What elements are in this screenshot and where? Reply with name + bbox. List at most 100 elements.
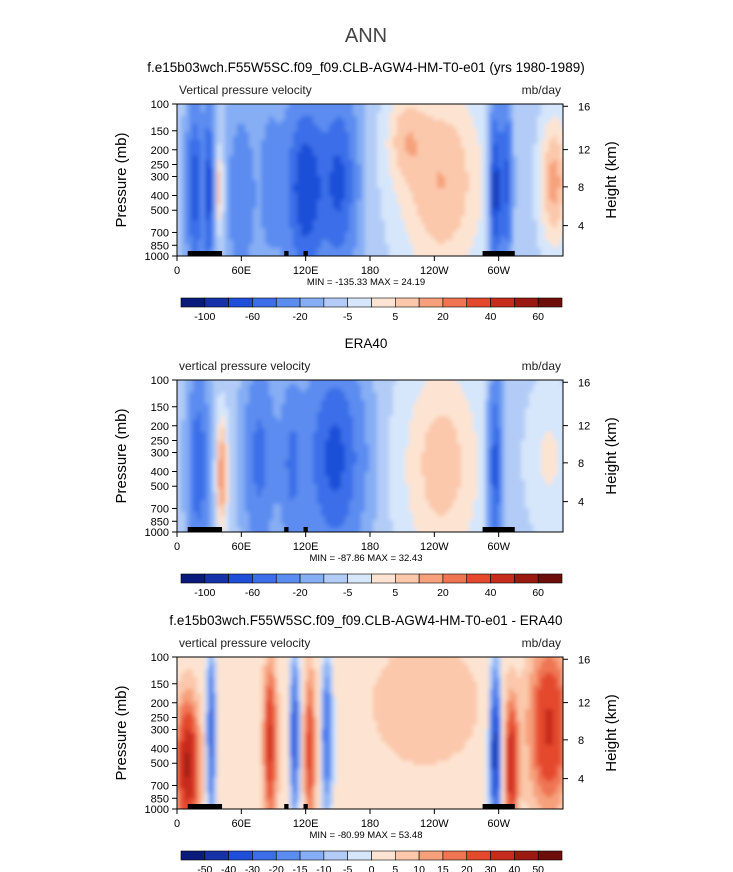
colorbar-label: -60: [245, 587, 260, 599]
colorbar-swatch: [204, 297, 229, 308]
x-tick-label: 120E: [293, 541, 319, 553]
colorbar-swatch: [323, 850, 348, 861]
y-tick-label: 500: [151, 205, 169, 217]
colorbar-swatch: [395, 297, 420, 308]
y2-tick-label: 16: [578, 101, 590, 113]
colorbar-swatch: [371, 573, 396, 584]
panel-1: f.e15b03wch.F55W5SC.f09_f09.CLB-AGW4-HM-…: [113, 60, 620, 323]
y2-tick-label: 8: [578, 458, 584, 470]
contour-field: [177, 380, 563, 532]
topography: [303, 804, 308, 809]
colorbar-label: 0: [369, 864, 375, 872]
y-tick-label: 150: [151, 402, 169, 414]
colorbar-label: 20: [461, 864, 473, 872]
topography: [209, 804, 218, 809]
x-tick-label: 60E: [232, 265, 252, 277]
colorbar-label: 20: [437, 311, 449, 323]
y-tick-label: 200: [151, 698, 169, 710]
x-tick-label: 0: [174, 541, 180, 553]
colorbar-swatch: [347, 573, 372, 584]
colorbar-label: 40: [509, 864, 521, 872]
colorbar-swatch: [252, 850, 277, 861]
colorbar-swatch: [299, 573, 325, 584]
x-tick-label: 60W: [487, 265, 510, 277]
contour-cells: [177, 104, 563, 256]
left-string: Vertical pressure velocity: [179, 83, 312, 97]
colorbar-swatch: [418, 297, 444, 308]
topography: [482, 527, 515, 532]
colorbar-swatch: [347, 850, 372, 861]
page-title: ANN: [345, 25, 387, 47]
colorbar-label: -20: [292, 587, 307, 599]
colorbar-label: 20: [437, 587, 449, 599]
y-tick-label: 400: [151, 467, 169, 479]
colorbar-label: -20: [292, 311, 307, 323]
topography: [209, 527, 218, 532]
topography: [482, 251, 515, 256]
colorbar-label: 5: [392, 864, 398, 872]
colorbar-swatch: [466, 573, 491, 584]
y-tick-label: 200: [151, 145, 169, 157]
colorbar-label: -5: [343, 587, 352, 599]
panel-title: f.e15b03wch.F55W5SC.f09_f09.CLB-AGW4-HM-…: [147, 60, 584, 75]
y-axis-label: Pressure (mb): [113, 685, 130, 780]
y-tick-label: 100: [151, 99, 169, 111]
colorbar-swatch: [228, 850, 253, 861]
colorbar-swatch: [275, 297, 301, 308]
colorbar-label: -30: [245, 864, 260, 872]
y2-tick-label: 12: [578, 698, 590, 710]
colorbar-swatch: [537, 297, 563, 308]
colorbar-swatch: [466, 297, 491, 308]
colorbar-swatch: [371, 297, 396, 308]
x-tick-label: 180: [361, 541, 379, 553]
colorbar-label: 60: [532, 311, 544, 323]
colorbar-label: 60: [532, 587, 544, 599]
colorbar-swatch: [180, 850, 206, 861]
y2-axis-label: Height (km): [603, 417, 620, 495]
colorbar-label: -15: [292, 864, 307, 872]
colorbar-swatch: [490, 297, 515, 308]
colorbar-label: 40: [485, 587, 497, 599]
y-tick-label: 400: [151, 744, 169, 756]
colorbar-swatch: [514, 573, 539, 584]
colorbar-swatch: [371, 850, 396, 861]
colorbar-swatch: [395, 850, 420, 861]
colorbar-swatch: [490, 850, 515, 861]
y2-tick-label: 8: [578, 735, 584, 747]
topography: [284, 804, 289, 809]
right-string: mb/day: [522, 359, 561, 373]
colorbar-swatch: [299, 297, 325, 308]
y2-tick-label: 8: [578, 182, 584, 194]
colorbar-label: -50: [197, 864, 212, 872]
topography: [209, 251, 218, 256]
x-tick-label: 120W: [420, 818, 449, 830]
colorbar-swatch: [323, 573, 348, 584]
colorbar-label: 10: [413, 864, 425, 872]
topography: [187, 804, 223, 809]
y2-tick-label: 4: [578, 221, 584, 233]
contour-cells: [177, 657, 563, 809]
colorbar-label: 15: [437, 864, 449, 872]
right-string: mb/day: [522, 83, 561, 97]
y-tick-label: 1000: [145, 804, 169, 816]
y-tick-label: 500: [151, 481, 169, 493]
y-tick-label: 250: [151, 159, 169, 171]
y2-tick-label: 4: [578, 774, 584, 786]
colorbar-swatch: [418, 850, 444, 861]
min-max-label: MIN = -135.33 MAX = 24.19: [307, 277, 425, 288]
min-max-label: MIN = -80.99 MAX = 53.48: [309, 830, 422, 841]
colorbar-swatch: [537, 573, 563, 584]
colorbar-swatch: [442, 850, 468, 861]
topography: [187, 527, 223, 532]
y-tick-label: 100: [151, 375, 169, 387]
contour-cells: [177, 380, 563, 532]
x-tick-label: 60W: [487, 541, 510, 553]
y-tick-label: 850: [151, 240, 169, 252]
y-tick-label: 700: [151, 227, 169, 239]
topography: [303, 251, 308, 256]
y2-tick-label: 16: [578, 377, 590, 389]
topography: [482, 804, 515, 809]
x-tick-label: 180: [361, 818, 379, 830]
colorbar-swatch: [228, 297, 253, 308]
